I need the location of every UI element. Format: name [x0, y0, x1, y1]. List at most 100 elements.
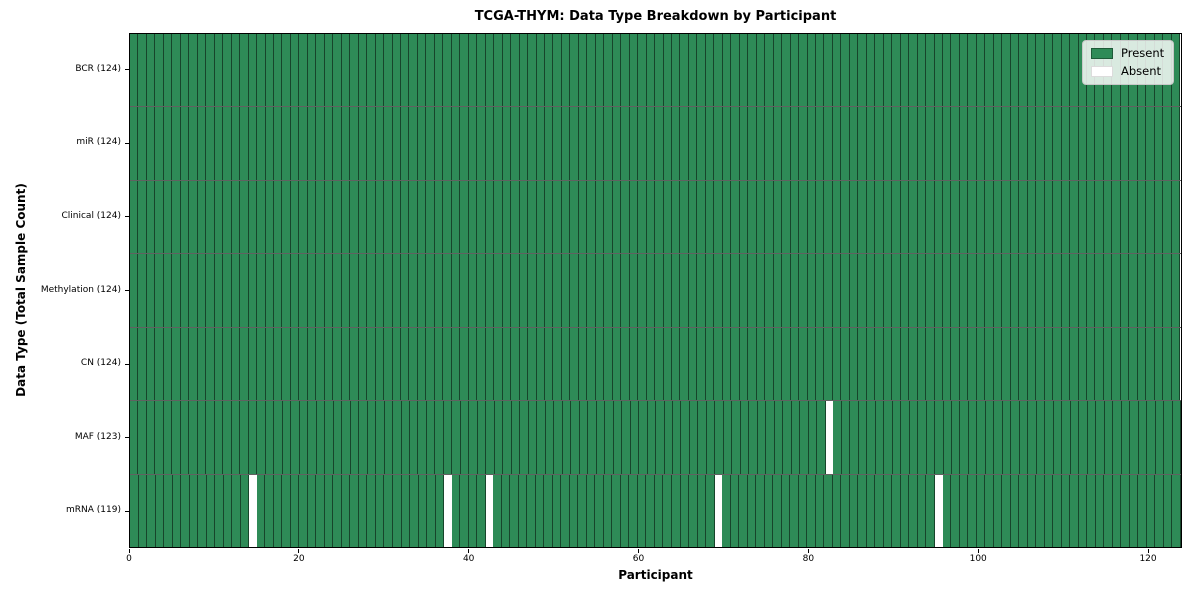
cell-present [375, 474, 385, 547]
cell-present [1171, 107, 1181, 180]
cell-present [578, 180, 588, 254]
cell-present [434, 34, 444, 107]
cell-present [367, 327, 376, 401]
cell-present [265, 180, 274, 254]
cell-present [341, 327, 351, 401]
cell-present [443, 254, 452, 327]
cell-present [189, 34, 198, 107]
cell-present [697, 180, 706, 254]
cell-present [596, 401, 606, 474]
cell-present [333, 180, 342, 254]
ytick-label: MAF (123) [74, 431, 121, 442]
cell-present [783, 401, 792, 474]
cell-present [1087, 401, 1097, 474]
cell-present [544, 327, 554, 401]
cell-present [807, 474, 816, 547]
cell-present [621, 327, 630, 401]
cell-present [1163, 327, 1172, 401]
cell-present [451, 34, 461, 107]
cell-present [943, 327, 952, 401]
cell-present [189, 474, 199, 547]
xtick-label: 120 [1139, 554, 1157, 564]
cell-present [375, 107, 385, 180]
cell-present [841, 180, 850, 254]
cell-present [824, 254, 833, 327]
cell-present [942, 474, 952, 547]
cell-present [1053, 180, 1062, 254]
heatmap-row [130, 34, 1181, 108]
cell-present [197, 180, 207, 254]
cell-present [273, 327, 283, 401]
cell-present [1019, 474, 1028, 547]
cell-present [510, 474, 519, 547]
cell-present [782, 180, 791, 254]
cell-present [163, 401, 173, 474]
cell-present [1171, 327, 1181, 401]
cell-present [443, 34, 452, 107]
cell-present [926, 107, 935, 180]
cell-present [316, 107, 325, 180]
cell-present [647, 401, 657, 474]
cell-present [240, 474, 250, 547]
cell-present [299, 107, 308, 180]
cell-present [656, 401, 665, 474]
cell-present [240, 107, 249, 180]
cell-present [1010, 107, 1020, 180]
cell-present [951, 254, 960, 327]
cell-present [841, 107, 850, 180]
cell-present [468, 327, 478, 401]
cell-present [324, 474, 334, 547]
cell-present [418, 401, 427, 474]
cell-present [1120, 327, 1130, 401]
cell-present [189, 401, 198, 474]
cell-present [426, 107, 435, 180]
cell-present [968, 254, 977, 327]
cell-present [715, 401, 724, 474]
cell-present [993, 474, 1003, 547]
cell-present [765, 34, 774, 107]
cell-present [537, 401, 546, 474]
cell-present [815, 34, 825, 107]
cell-present [1027, 474, 1037, 547]
heatmap-row [130, 180, 1181, 255]
cell-present [486, 401, 495, 474]
cell-present [782, 107, 791, 180]
cell-present [417, 327, 427, 401]
cell-present [324, 254, 334, 327]
cell-present [138, 327, 147, 401]
cell-present [638, 34, 647, 107]
cell-present [477, 401, 487, 474]
cell-present [571, 401, 580, 474]
cell-present [934, 107, 943, 180]
cell-present [1079, 401, 1088, 474]
cell-present [163, 327, 173, 401]
cell-present [832, 34, 842, 107]
cell-present [206, 180, 215, 254]
cell-present [739, 254, 749, 327]
cell-present [1002, 180, 1011, 254]
cell-present [307, 327, 317, 401]
cell-present [290, 180, 300, 254]
cell-present [206, 107, 215, 180]
cell-present [248, 34, 258, 107]
cell-present [341, 474, 351, 547]
heatmap-row [130, 327, 1181, 402]
cell-present [130, 34, 139, 107]
cell-present [688, 327, 698, 401]
cell-present [1078, 107, 1087, 180]
cell-present [858, 180, 867, 254]
cell-present [358, 474, 368, 547]
cell-present [706, 401, 716, 474]
cell-present [756, 180, 766, 254]
cell-present [587, 180, 596, 254]
cell-present [1103, 254, 1113, 327]
cell-present [1070, 34, 1079, 107]
cell-present [469, 401, 478, 474]
cell-present [917, 34, 927, 107]
cell-present [528, 401, 538, 474]
cell-present [214, 327, 224, 401]
cell-present [511, 34, 520, 107]
cell-present [215, 474, 224, 547]
cell-present [282, 34, 291, 107]
xtick-mark [468, 549, 470, 553]
